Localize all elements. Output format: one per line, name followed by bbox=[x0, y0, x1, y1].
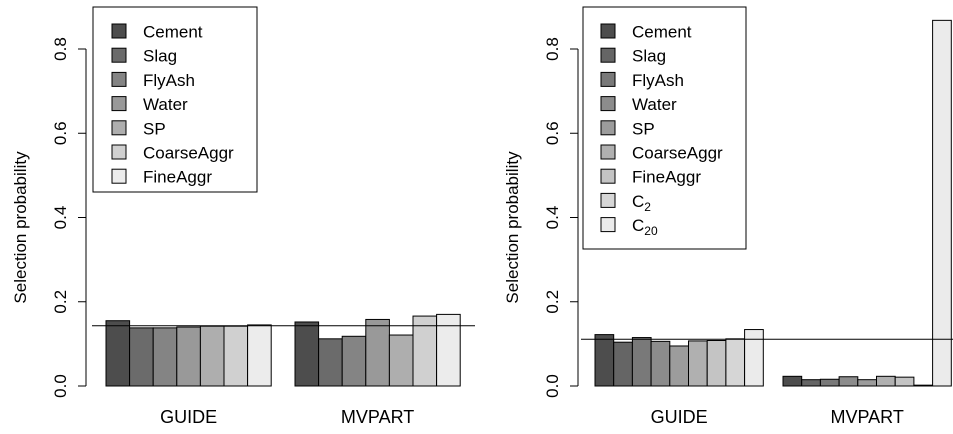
y-tick-label: 0.8 bbox=[51, 37, 70, 61]
y-tick-label: 0.8 bbox=[543, 37, 562, 61]
group-label: MVPART bbox=[341, 407, 414, 427]
y-tick-label: 0.0 bbox=[543, 374, 562, 398]
bar-C2-MVPART bbox=[913, 384, 934, 387]
legend-label: FlyAsh bbox=[632, 71, 684, 90]
bar-FlyAsh-MVPART bbox=[341, 335, 367, 387]
bar-C20-GUIDE bbox=[744, 329, 764, 387]
bar-FineAggr-MVPART bbox=[894, 376, 915, 387]
bar-FlyAsh-MVPART bbox=[819, 378, 840, 387]
legend-swatch bbox=[600, 217, 616, 233]
bar-C2-GUIDE bbox=[725, 338, 746, 387]
legend-swatch bbox=[600, 120, 616, 136]
bar-FineAggr-GUIDE bbox=[706, 340, 727, 387]
bar-Slag-MVPART bbox=[318, 338, 343, 387]
bar-SP-MVPART bbox=[388, 334, 414, 387]
bar-FlyAsh-GUIDE bbox=[631, 337, 652, 387]
legend-label: FlyAsh bbox=[143, 71, 195, 90]
bar-Slag-GUIDE bbox=[613, 341, 633, 387]
bar-C20-MVPART bbox=[932, 19, 952, 387]
y-tick-label: 0.0 bbox=[51, 374, 70, 398]
bar-Cement-MVPART bbox=[782, 375, 803, 387]
group-label: GUIDE bbox=[160, 407, 217, 427]
bar-SP-MVPART bbox=[857, 379, 877, 387]
bar-CoarseAggr-GUIDE bbox=[223, 325, 249, 387]
legend-swatch bbox=[111, 168, 127, 184]
legend-label: FineAggr bbox=[632, 168, 701, 187]
y-tick-label: 0.4 bbox=[51, 206, 70, 230]
legend-swatch bbox=[600, 47, 616, 63]
legend-label: CoarseAggr bbox=[632, 144, 723, 163]
legend-label: SP bbox=[143, 119, 166, 138]
bar-FineAggr-GUIDE bbox=[247, 324, 272, 387]
bar-SP-GUIDE bbox=[199, 325, 225, 387]
legend-label: FineAggr bbox=[143, 168, 212, 187]
legend-swatch bbox=[600, 168, 616, 184]
legend-label: Slag bbox=[632, 47, 666, 66]
bar-Water-GUIDE bbox=[176, 326, 201, 387]
legend-label: C2 bbox=[632, 192, 651, 214]
legend-swatch bbox=[600, 23, 616, 39]
legend-swatch bbox=[600, 144, 616, 160]
bar-Cement-MVPART bbox=[294, 321, 320, 387]
group-label: GUIDE bbox=[651, 407, 708, 427]
group-label: MVPART bbox=[830, 407, 903, 427]
legend-swatch bbox=[111, 47, 127, 63]
bar-Water-MVPART bbox=[838, 376, 859, 387]
bar-CoarseAggr-MVPART bbox=[876, 375, 896, 387]
left-panel: 0.0 0.2 0.4 0.6 0.8 Selection probability GUID… bbox=[11, 6, 475, 427]
bar-Slag-GUIDE bbox=[129, 327, 154, 387]
right-panel: 0.0 0.2 0.4 0.6 0.8 Selection probability GUID… bbox=[503, 6, 953, 427]
y-axis-title: Selection probability bbox=[503, 151, 522, 304]
y-tick-label: 0.4 bbox=[543, 206, 562, 230]
legend-label: Water bbox=[632, 95, 677, 114]
legend-swatch bbox=[111, 144, 127, 160]
legend-swatch bbox=[600, 71, 616, 87]
bar-FlyAsh-GUIDE bbox=[152, 327, 178, 387]
bar-Water-GUIDE bbox=[650, 340, 671, 387]
y-tick-label: 0.6 bbox=[543, 121, 562, 145]
bar-SP-GUIDE bbox=[669, 345, 689, 387]
y-tick-label: 0.2 bbox=[51, 290, 70, 314]
bar-FineAggr-MVPART bbox=[436, 313, 461, 387]
legend-label: Cement bbox=[632, 23, 692, 42]
legend-swatch bbox=[600, 96, 616, 112]
y-tick-label: 0.6 bbox=[51, 121, 70, 145]
legend-label: Slag bbox=[143, 47, 177, 66]
y-tick-label: 0.2 bbox=[543, 290, 562, 314]
bar-Slag-MVPART bbox=[801, 379, 821, 387]
legend-swatch bbox=[111, 96, 127, 112]
legend-label: CoarseAggr bbox=[143, 144, 234, 163]
legend-swatch bbox=[111, 120, 127, 136]
bar-Cement-GUIDE bbox=[594, 334, 615, 387]
legend-label: SP bbox=[632, 119, 655, 138]
bar-Cement-GUIDE bbox=[105, 320, 131, 387]
legend-swatch bbox=[111, 23, 127, 39]
y-axis-title: Selection probability bbox=[11, 151, 30, 304]
bar-CoarseAggr-GUIDE bbox=[688, 340, 708, 387]
legend-label: C20 bbox=[632, 216, 658, 238]
legend-label: Water bbox=[143, 95, 188, 114]
bar-CoarseAggr-MVPART bbox=[412, 315, 438, 387]
bar-Water-MVPART bbox=[365, 318, 390, 387]
legend-label: Cement bbox=[143, 23, 203, 42]
legend-swatch bbox=[600, 192, 616, 208]
legend-swatch bbox=[111, 71, 127, 87]
